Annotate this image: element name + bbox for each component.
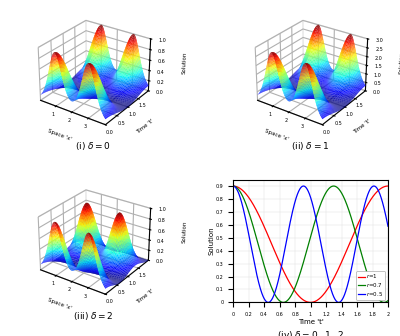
$r$=0.7 — [352, 224, 356, 228]
$r$=1 — [337, 264, 342, 268]
$r$=0.7 — [386, 299, 390, 303]
$r$=0.5 — [266, 300, 271, 304]
$r$=0.5 — [230, 184, 235, 188]
$r$=0.7 — [299, 267, 304, 271]
Text: (ii) $\delta = 1$: (ii) $\delta = 1$ — [291, 140, 330, 152]
Text: (iv) $\delta = 0, \ 1, \ 2$: (iv) $\delta = 0, \ 1, \ 2$ — [277, 329, 344, 336]
Legend: $r$=1, $r$=0.7, $r$=0.5: $r$=1, $r$=0.7, $r$=0.5 — [356, 270, 385, 300]
Text: (i) $\delta = 0$: (i) $\delta = 0$ — [76, 140, 112, 152]
$r$=0.5 — [246, 233, 251, 237]
$r$=0.5 — [299, 185, 304, 189]
$r$=0.7 — [230, 184, 235, 188]
$r$=0.7 — [293, 284, 298, 288]
$r$=0.7 — [382, 300, 386, 304]
$r$=1 — [299, 296, 304, 300]
$r$=1 — [352, 231, 356, 235]
Line: $r$=0.7: $r$=0.7 — [233, 186, 388, 302]
$r$=1 — [246, 196, 251, 200]
Line: $r$=0.5: $r$=0.5 — [233, 186, 388, 302]
$r$=0.7 — [337, 188, 342, 192]
X-axis label: Space 'x': Space 'x' — [47, 298, 72, 311]
$r$=0.5 — [386, 224, 390, 228]
Text: (iii) $\delta = 2$: (iii) $\delta = 2$ — [73, 310, 114, 322]
$r$=1 — [354, 225, 359, 229]
Line: $r$=1: $r$=1 — [233, 186, 388, 302]
$r$=0.7 — [354, 235, 359, 239]
$r$=1 — [293, 290, 298, 294]
Y-axis label: Solution: Solution — [208, 227, 214, 255]
Y-axis label: Time 't': Time 't' — [136, 118, 155, 135]
$r$=1 — [308, 300, 313, 304]
Y-axis label: Time 't': Time 't' — [136, 288, 155, 304]
$r$=1 — [386, 184, 390, 188]
$r$=0.5 — [337, 300, 342, 304]
Y-axis label: Time 't': Time 't' — [352, 118, 372, 135]
$r$=0.5 — [354, 240, 359, 244]
X-axis label: Space 'x': Space 'x' — [47, 128, 72, 142]
$r$=0.5 — [352, 254, 356, 258]
X-axis label: Space 'x': Space 'x' — [264, 128, 289, 142]
$r$=1 — [230, 184, 235, 188]
X-axis label: Time 't': Time 't' — [298, 319, 323, 325]
$r$=0.7 — [246, 210, 251, 214]
$r$=0.5 — [294, 197, 298, 201]
